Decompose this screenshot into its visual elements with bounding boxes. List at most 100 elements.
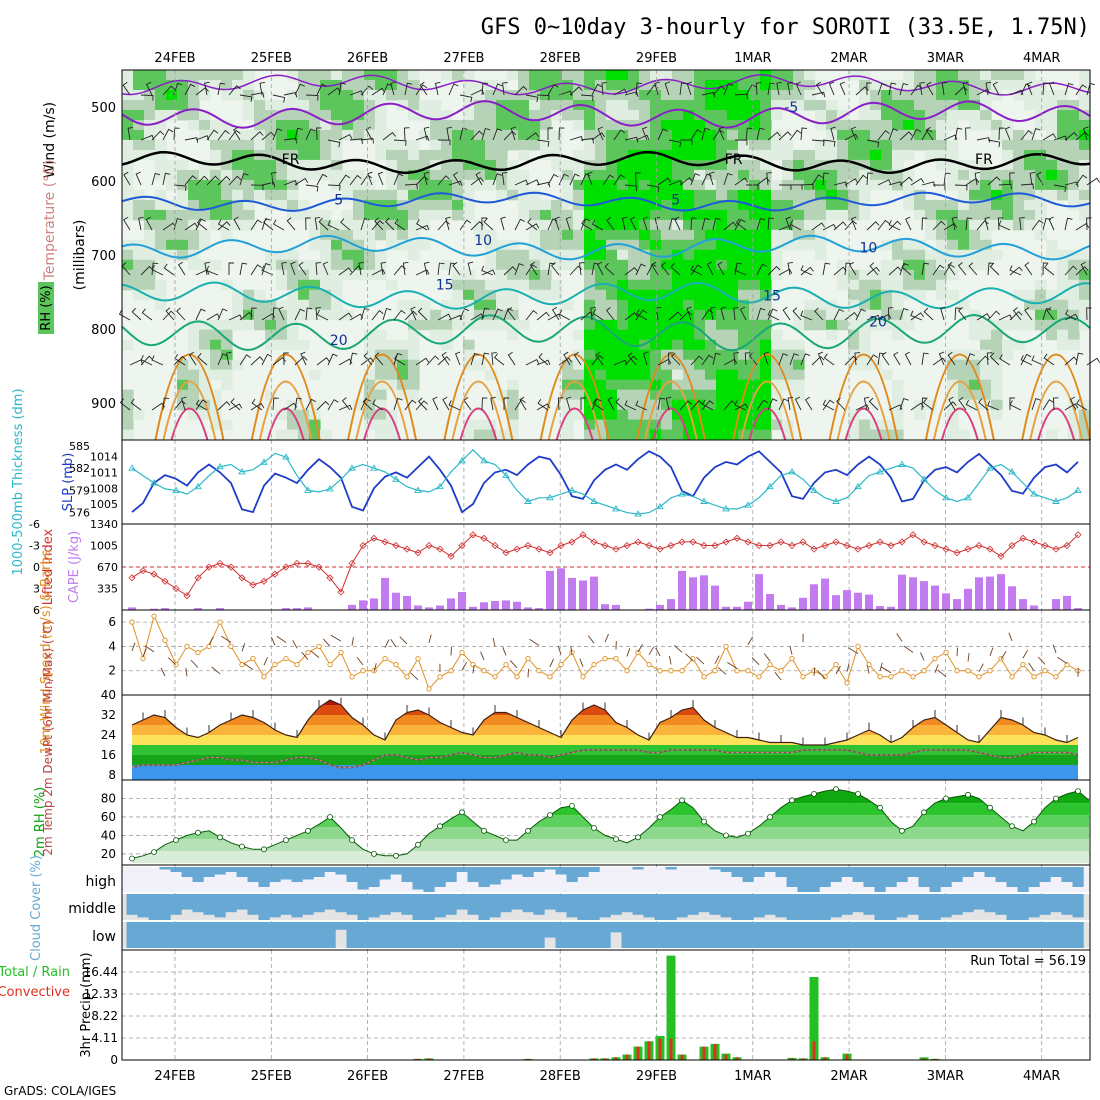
rh-cell bbox=[320, 259, 332, 271]
rh-cell bbox=[177, 399, 189, 411]
wind-barb bbox=[636, 309, 648, 321]
cape-bar bbox=[1063, 595, 1071, 610]
rh-cell bbox=[463, 359, 475, 371]
dewpoint-line bbox=[131, 749, 1079, 768]
cloud-bar bbox=[577, 922, 589, 948]
rh-cell bbox=[331, 70, 343, 81]
lifted-tick: -3 bbox=[29, 540, 40, 553]
wind-barb bbox=[947, 261, 956, 276]
rh-cell bbox=[463, 169, 475, 181]
rh-cell bbox=[331, 309, 343, 321]
rh-cell bbox=[639, 259, 651, 271]
wind-barb bbox=[690, 400, 703, 411]
rh-cell bbox=[342, 269, 354, 281]
wind-barb bbox=[558, 357, 573, 366]
rh-cell bbox=[947, 349, 959, 361]
rh-cell bbox=[430, 129, 442, 141]
wind-barb bbox=[455, 351, 461, 366]
rh-cell bbox=[595, 189, 607, 201]
wind-barb-10m bbox=[789, 646, 793, 655]
cape-bar bbox=[997, 574, 1005, 610]
wind-speed-point bbox=[294, 661, 300, 668]
rh-cell bbox=[727, 90, 739, 101]
rh-cell bbox=[859, 319, 871, 331]
wind-barb bbox=[380, 261, 386, 276]
rh-cell bbox=[903, 309, 915, 321]
lifted-index-point bbox=[502, 549, 510, 557]
wind-speed-point bbox=[547, 674, 553, 680]
rh-cell bbox=[958, 90, 970, 101]
rh-cell bbox=[430, 199, 442, 211]
wind-barb bbox=[998, 183, 1012, 190]
rh-cell bbox=[672, 289, 684, 301]
wind-barb bbox=[470, 177, 484, 186]
wind-barb bbox=[921, 217, 928, 231]
wind-speed-point bbox=[965, 668, 971, 674]
rh-cell bbox=[628, 309, 640, 321]
wind-barb bbox=[233, 216, 241, 231]
wind-barb-10m bbox=[167, 657, 177, 666]
axes-layer: 5006007008009005855825795761014101110081… bbox=[29, 51, 1091, 1084]
rh-cell bbox=[1068, 339, 1080, 351]
rh-point bbox=[987, 804, 993, 811]
rh-cell bbox=[705, 289, 717, 301]
rh-cell bbox=[606, 189, 618, 201]
cloud-bar bbox=[126, 894, 138, 915]
rh-cell bbox=[507, 120, 519, 131]
rh-cell bbox=[419, 319, 431, 331]
rh-cell bbox=[617, 319, 629, 331]
cape-bar bbox=[909, 577, 917, 610]
wind-barb bbox=[1042, 399, 1054, 411]
rh-cell bbox=[936, 149, 948, 161]
wind-barb bbox=[374, 352, 384, 366]
wind-barb bbox=[706, 261, 714, 276]
wind-barb bbox=[554, 216, 560, 231]
rh-cell bbox=[518, 110, 530, 121]
wind-barb bbox=[338, 358, 353, 366]
rh-cell bbox=[254, 100, 266, 111]
rh-cell bbox=[463, 199, 475, 211]
lifted-index-point bbox=[744, 538, 752, 546]
rh-cell bbox=[331, 269, 343, 281]
lifted-index-point bbox=[667, 541, 675, 550]
wind-barb bbox=[514, 179, 529, 186]
rh-cell bbox=[210, 329, 222, 341]
rh-cell bbox=[771, 209, 783, 221]
wind-barb bbox=[668, 311, 682, 321]
rh-cell bbox=[793, 100, 805, 111]
wind-barb bbox=[322, 261, 329, 276]
cloud-bar bbox=[1072, 922, 1084, 948]
wind-barb bbox=[360, 357, 375, 366]
rh-cell bbox=[694, 229, 706, 241]
rh-cell bbox=[210, 169, 222, 181]
wind-barb bbox=[423, 261, 430, 276]
rh-cell bbox=[936, 100, 948, 111]
isotherm-label: 20 bbox=[330, 333, 348, 349]
cloud-bar bbox=[1039, 922, 1051, 948]
wind-barb bbox=[701, 217, 710, 231]
wind-barb bbox=[624, 312, 638, 321]
temp-tick: 24 bbox=[101, 728, 116, 742]
wind-barb bbox=[888, 220, 902, 231]
rh-cell bbox=[606, 110, 618, 121]
rh-cell bbox=[661, 419, 673, 431]
rh-cell bbox=[441, 339, 453, 351]
rh-cell bbox=[463, 209, 475, 221]
rh-cell bbox=[287, 189, 299, 201]
rh-cell bbox=[474, 419, 486, 431]
cape-bar bbox=[689, 577, 697, 610]
rh-cell bbox=[364, 369, 376, 381]
rh-cell bbox=[221, 90, 233, 101]
rh-cell bbox=[694, 349, 706, 361]
rh-cell bbox=[177, 169, 189, 181]
rh-cell bbox=[1002, 179, 1014, 191]
rh-cell bbox=[397, 369, 409, 381]
wind-barb bbox=[569, 86, 583, 96]
rh-point bbox=[195, 829, 201, 836]
rh-cell bbox=[881, 159, 893, 171]
wind-barb bbox=[393, 397, 403, 411]
cloud-bar bbox=[1006, 867, 1018, 887]
wind-barb bbox=[800, 127, 808, 141]
cloud-bar bbox=[423, 894, 435, 920]
rh-cell bbox=[617, 369, 629, 381]
